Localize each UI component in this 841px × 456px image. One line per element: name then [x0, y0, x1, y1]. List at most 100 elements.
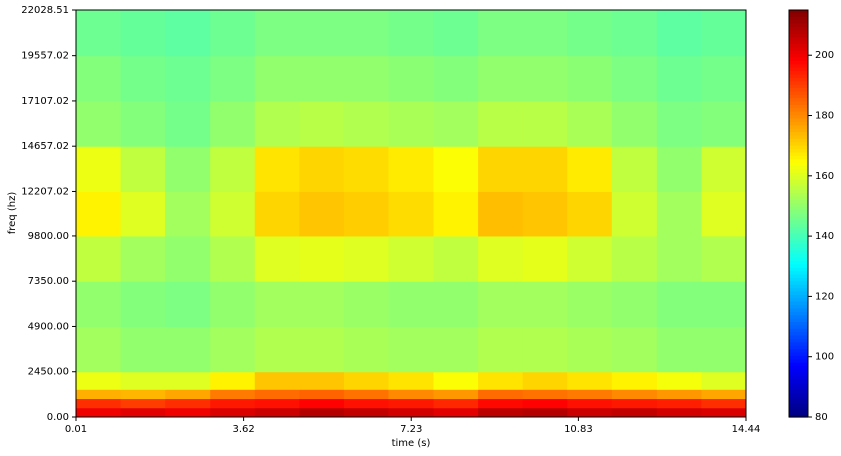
heatmap-cell: [299, 407, 345, 418]
heatmap-cell: [478, 100, 524, 147]
heatmap-cell: [701, 407, 747, 418]
heatmap-cell: [433, 398, 479, 409]
heatmap-cell: [120, 191, 166, 237]
heatmap-cell: [210, 100, 256, 147]
heatmap-cell: [611, 191, 658, 237]
colorbar-segment: [789, 91, 808, 96]
heatmap-cell: [76, 371, 122, 390]
x-tick-label: 3.62: [232, 424, 254, 435]
y-tick-label: 14657.02: [21, 141, 69, 152]
heatmap-cell: [701, 10, 747, 57]
colorbar-segment: [789, 260, 808, 265]
y-tick-label: 2450.00: [28, 367, 69, 378]
heatmap-cell: [611, 371, 658, 390]
colorbar-segment: [789, 162, 808, 167]
heatmap-cell: [299, 10, 345, 57]
heatmap-cell: [388, 100, 435, 147]
colorbar-segment: [789, 267, 808, 272]
colorbar-segment: [789, 227, 808, 232]
heatmap-cell: [120, 146, 166, 192]
colorbar-segment: [789, 379, 808, 384]
colorbar-segment: [789, 349, 808, 354]
colorbar-segment: [789, 335, 808, 340]
heatmap-cell: [522, 389, 568, 400]
heatmap-cell: [611, 10, 658, 57]
heatmap-cell: [299, 281, 345, 327]
heatmap-cell: [254, 55, 300, 102]
heatmap-cell: [120, 398, 166, 409]
colorbar-segment: [789, 71, 808, 76]
heatmap-cell: [701, 326, 747, 373]
colorbar-segment: [789, 118, 808, 123]
heatmap-cell: [567, 398, 613, 409]
heatmap-cell: [210, 191, 256, 237]
heatmap-cell: [254, 389, 300, 400]
heatmap-cell: [254, 191, 300, 237]
heatmap-cell: [299, 389, 345, 400]
heatmap-cell: [254, 407, 300, 418]
heatmap-cell: [433, 146, 479, 192]
colorbar-segment: [789, 108, 808, 113]
heatmap-cell: [76, 281, 122, 327]
colorbar-segment: [789, 57, 808, 62]
colorbar-segment: [789, 355, 808, 360]
colorbar-segment: [789, 23, 808, 28]
colorbar-segment: [789, 179, 808, 184]
heatmap-cell: [120, 10, 166, 57]
heatmap-cell: [611, 55, 658, 102]
heatmap-cell: [254, 398, 300, 409]
heatmap-cell: [343, 407, 389, 418]
colorbar-segment: [789, 386, 808, 391]
heatmap-cell: [120, 55, 166, 102]
colorbar-segment: [789, 169, 808, 174]
heatmap-cell: [567, 326, 613, 373]
colorbar-segment: [789, 338, 808, 343]
heatmap-cell: [388, 398, 435, 409]
colorbar-segment: [789, 206, 808, 211]
heatmap-cell: [76, 55, 122, 102]
colorbar-segment: [789, 37, 808, 42]
colorbar-segment: [789, 77, 808, 82]
colorbar-segment: [789, 213, 808, 218]
heatmap-cell: [76, 10, 122, 57]
heatmap-cell: [76, 235, 122, 282]
heatmap-cell: [76, 146, 122, 192]
heatmap-cell: [165, 55, 211, 102]
heatmap-cell: [388, 191, 435, 237]
heatmap-cell: [433, 191, 479, 237]
heatmap-cell: [120, 389, 166, 400]
heatmap-cell: [701, 146, 747, 192]
heatmap-cell: [165, 146, 211, 192]
colorbar-segment: [789, 372, 808, 377]
colorbar-segment: [789, 403, 808, 408]
colorbar-segment: [789, 115, 808, 120]
heatmap-cell: [299, 191, 345, 237]
heatmap-cell: [701, 55, 747, 102]
heatmap-cell: [478, 389, 524, 400]
colorbar-segment: [789, 155, 808, 160]
heatmap-cell: [76, 191, 122, 237]
colorbar-segment: [789, 43, 808, 48]
heatmap-cell: [522, 235, 568, 282]
heatmap-cell: [343, 100, 389, 147]
colorbar-segment: [789, 16, 808, 21]
heatmap-cell: [433, 55, 479, 102]
colorbar-segment: [789, 60, 808, 65]
heatmap-cell: [567, 146, 613, 192]
colorbar-segment: [789, 149, 808, 154]
heatmap-cell: [522, 326, 568, 373]
colorbar-segment: [789, 203, 808, 208]
y-tick-label: 22028.51: [21, 5, 69, 16]
heatmap-cell: [299, 326, 345, 373]
colorbar-tick-label: 80: [815, 412, 828, 423]
heatmap-cell: [522, 191, 568, 237]
heatmap-cell: [567, 371, 613, 390]
heatmap-cell: [701, 371, 747, 390]
heatmap-cell: [343, 326, 389, 373]
heatmap-cell: [433, 235, 479, 282]
colorbar-segment: [789, 301, 808, 306]
heatmap-cell: [120, 100, 166, 147]
x-tick-label: 7.23: [400, 424, 422, 435]
colorbar-segment: [789, 393, 808, 398]
